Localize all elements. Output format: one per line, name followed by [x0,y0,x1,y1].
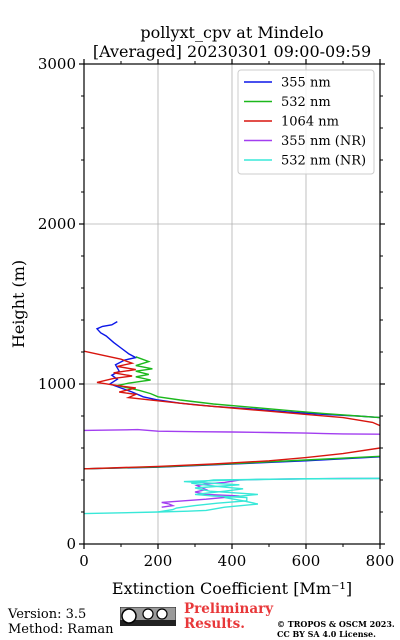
method-text: Method: Raman [8,622,114,637]
legend-label: 532 nm (NR) [281,154,366,169]
series-layer [84,320,380,515]
axis-ticks: 0 200 400 600 800 0 1000 2000 3000 [38,55,395,570]
x-tick-label: 600 [292,552,321,570]
chart-title: pollyxt_cpv at Mindelo [140,23,323,42]
series-line-3 [84,428,380,435]
copyright-line2: CC BY SA 4.0 License. [277,628,376,639]
copyright-notice: © TROPOS & OSCM 2023. CC BY SA 4.0 Licen… [277,619,395,639]
x-tick-label: 0 [79,552,89,570]
legend-box [237,69,375,175]
series-line-lower-4 [157,477,380,513]
x-tick-label: 400 [218,552,247,570]
y-axis-label: Height (m) [9,260,28,348]
y-tick-label: 3000 [38,55,76,73]
y-tick-label: 0 [66,535,76,553]
series-line-1 [117,356,380,419]
x-tick-label: 800 [366,552,395,570]
legend-label: 355 nm (NR) [281,134,366,149]
preliminary-line1: Preliminary [184,601,274,617]
version-text: Version: 3.5 [8,607,87,622]
y-tick-label: 2000 [38,215,76,233]
series-line-lower-2 [84,447,380,470]
x-axis-label: Extinction Coefficient [Mm⁻¹] [112,579,352,598]
preliminary-line2: Results. [184,616,245,632]
copyright-line1: © TROPOS & OSCM 2023. [277,619,395,629]
series-line-0 [95,320,380,419]
legend: 355 nm 532 nm 1064 nm 355 nm (NR) 532 nm (NR… [237,69,375,175]
cc-by-sa-logo [120,607,176,626]
legend-label: 355 nm [281,76,331,91]
legend-label: 1064 nm [281,115,339,130]
chart-subtitle: [Averaged] 20230301 09:00-09:59 [93,42,371,61]
series-line-2 [84,350,380,427]
legend-label: 532 nm [281,95,331,110]
series-line-4 [84,477,380,515]
preliminary-notice: Preliminary Results. [184,602,273,632]
y-tick-label: 1000 [38,375,76,393]
x-tick-label: 200 [144,552,173,570]
